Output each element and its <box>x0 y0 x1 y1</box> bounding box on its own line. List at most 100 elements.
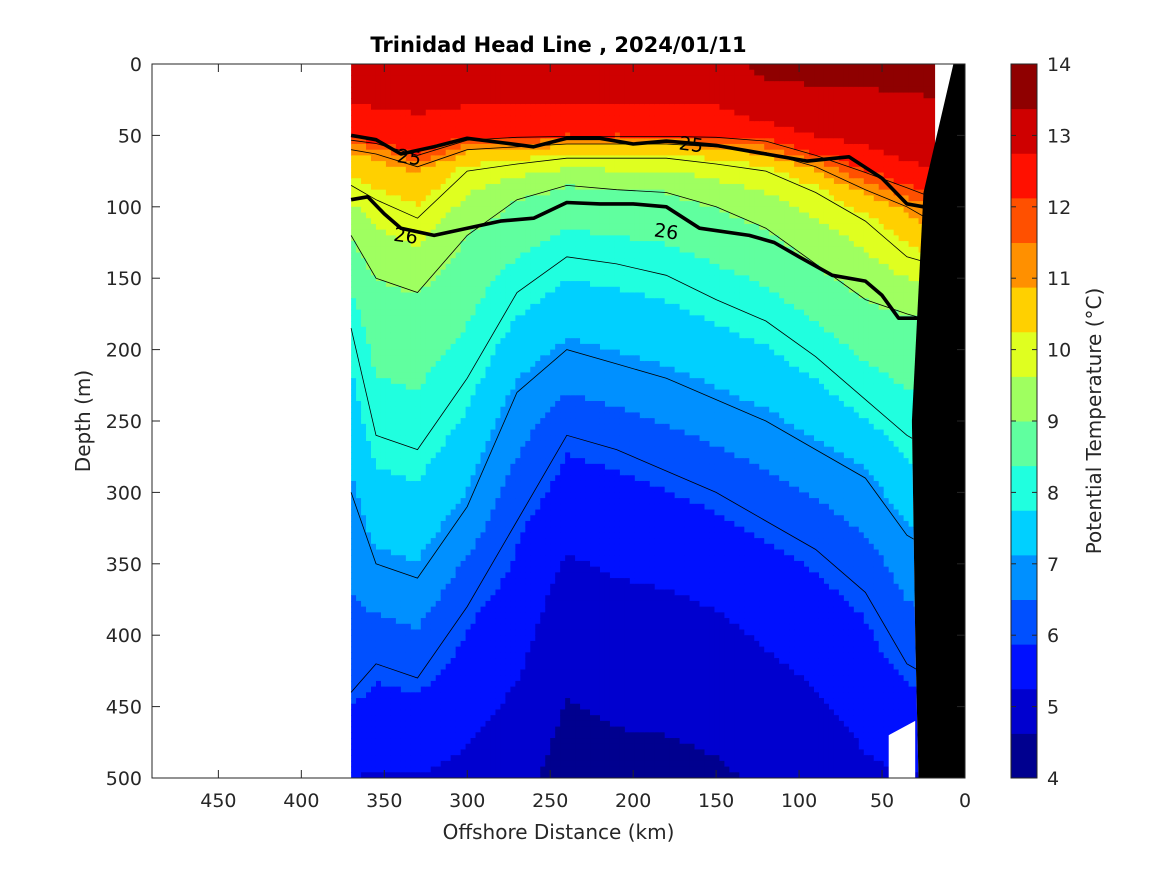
temperature-cell <box>420 161 427 168</box>
temperature-cell <box>535 686 541 693</box>
temperature-cell <box>385 355 392 362</box>
temperature-cell <box>395 212 402 219</box>
temperature-cell <box>385 726 392 733</box>
temperature-cell <box>515 378 521 385</box>
temperature-cell <box>410 595 417 602</box>
temperature-cell <box>415 692 422 699</box>
temperature-cell <box>485 640 492 648</box>
temperature-cell <box>500 772 507 778</box>
temperature-cell <box>495 418 502 425</box>
temperature-cell <box>361 206 367 214</box>
temperature-cell <box>530 126 536 134</box>
temperature-cell <box>535 526 541 533</box>
temperature-cell <box>485 303 492 311</box>
temperature-cell <box>460 143 467 151</box>
temperature-cell <box>400 720 407 728</box>
temperature-cell <box>485 492 492 499</box>
temperature-cell <box>425 698 432 705</box>
temperature-cell <box>490 315 497 322</box>
temperature-cell <box>410 755 417 762</box>
temperature-cell <box>495 709 502 716</box>
temperature-cell <box>375 395 382 402</box>
temperature-cell <box>435 526 442 533</box>
temperature-cell <box>545 503 551 511</box>
temperature-cell <box>470 115 477 122</box>
temperature-cell <box>410 658 417 665</box>
temperature-cell <box>540 435 546 442</box>
temperature-cell <box>540 229 546 236</box>
temperature-cell <box>535 555 541 562</box>
temperature-cell <box>400 446 407 454</box>
temperature-cell <box>415 201 422 208</box>
temperature-cell <box>500 606 507 613</box>
temperature-cell <box>440 235 447 242</box>
temperature-cell <box>395 526 402 533</box>
temperature-cell <box>371 766 377 773</box>
temperature-cell <box>470 103 477 111</box>
temperature-cell <box>480 543 487 551</box>
temperature-cell <box>490 549 497 556</box>
temperature-cell <box>480 121 487 128</box>
temperature-cell <box>440 549 447 556</box>
temperature-cell <box>395 81 402 88</box>
temperature-cell <box>490 115 497 122</box>
temperature-cell <box>490 86 497 94</box>
temperature-cell <box>380 498 387 505</box>
temperature-cell <box>455 275 462 282</box>
temperature-cell <box>490 286 497 294</box>
temperature-cell <box>485 183 492 191</box>
temperature-cell <box>540 623 546 631</box>
temperature-cell <box>540 155 546 162</box>
temperature-cell <box>520 361 526 368</box>
temperature-cell <box>435 726 442 733</box>
temperature-cell <box>395 418 402 425</box>
temperature-cell <box>366 143 372 151</box>
temperature-cell <box>465 578 472 585</box>
temperature-cell <box>500 155 507 162</box>
temperature-cell <box>366 566 372 573</box>
temperature-cell <box>460 680 467 688</box>
temperature-cell <box>500 355 507 362</box>
temperature-cell <box>540 726 546 733</box>
temperature-cell <box>500 309 507 316</box>
temperature-cell <box>505 338 511 345</box>
temperature-cell <box>505 343 511 351</box>
temperature-cell <box>480 663 487 671</box>
temperature-cell <box>390 361 397 368</box>
temperature-cell <box>540 475 546 482</box>
temperature-cell <box>500 480 507 488</box>
temperature-cell <box>375 201 382 208</box>
temperature-cell <box>540 566 546 573</box>
temperature-cell <box>405 86 412 94</box>
temperature-cell <box>366 423 372 431</box>
temperature-cell <box>525 298 531 305</box>
temperature-cell <box>545 109 551 117</box>
temperature-cell <box>475 743 482 751</box>
temperature-cell <box>361 423 367 431</box>
temperature-cell <box>485 715 492 722</box>
temperature-cell <box>351 126 357 134</box>
temperature-cell <box>356 121 362 128</box>
temperature-cell <box>470 81 477 88</box>
temperature-cell <box>380 161 387 168</box>
temperature-cell <box>500 749 507 756</box>
temperature-cell <box>545 440 551 448</box>
temperature-cell <box>375 263 382 271</box>
temperature-cell <box>440 92 447 99</box>
temperature-cell <box>475 766 482 773</box>
temperature-cell <box>540 532 546 539</box>
temperature-cell <box>375 760 382 768</box>
temperature-cell <box>465 532 472 539</box>
temperature-cell <box>445 206 452 214</box>
temperature-cell <box>371 458 377 465</box>
temperature-cell <box>525 389 531 396</box>
temperature-cell <box>445 618 452 625</box>
temperature-cell <box>525 612 531 619</box>
temperature-cell <box>356 143 362 151</box>
temperature-cell <box>435 81 442 88</box>
temperature-cell <box>356 343 362 351</box>
temperature-cell <box>490 646 497 653</box>
temperature-cell <box>390 132 397 139</box>
temperature-cell <box>535 172 541 179</box>
temperature-cell <box>475 663 482 671</box>
